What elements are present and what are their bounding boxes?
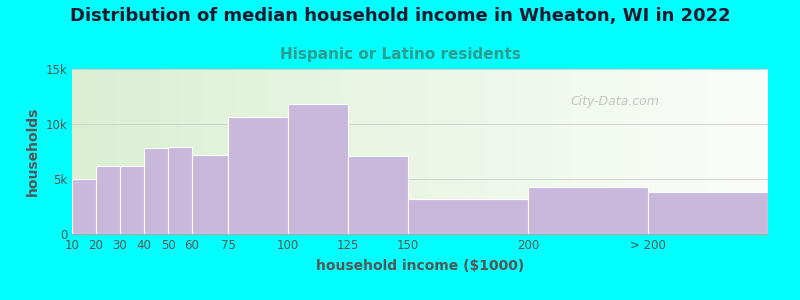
Bar: [228, 117, 288, 234]
Bar: [348, 156, 408, 234]
Bar: [528, 187, 648, 234]
Bar: [192, 155, 228, 234]
Y-axis label: households: households: [26, 107, 40, 196]
Bar: [144, 148, 168, 234]
Bar: [120, 166, 144, 234]
Bar: [648, 192, 768, 234]
Text: Distribution of median household income in Wheaton, WI in 2022: Distribution of median household income …: [70, 8, 730, 26]
Bar: [288, 104, 348, 234]
X-axis label: household income ($1000): household income ($1000): [316, 259, 524, 273]
Bar: [96, 166, 120, 234]
Text: Hispanic or Latino residents: Hispanic or Latino residents: [279, 46, 521, 62]
Bar: [72, 179, 96, 234]
Bar: [168, 147, 192, 234]
Text: City-Data.com: City-Data.com: [570, 95, 659, 109]
Bar: [408, 199, 528, 234]
